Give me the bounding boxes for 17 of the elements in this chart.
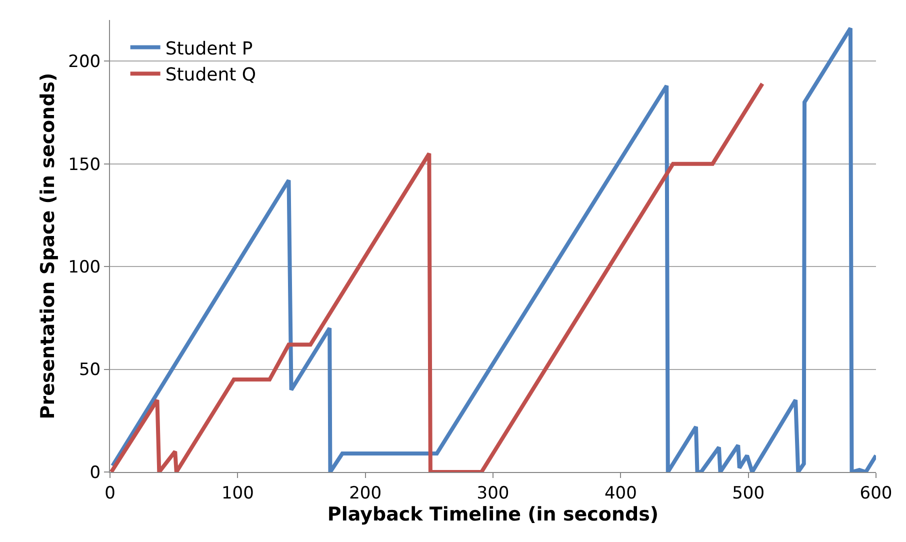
x-tick-label: 100 [221, 483, 254, 504]
y-axis-title: Presentation Space (in seconds) [36, 72, 59, 420]
legend-label: Student Q [165, 64, 256, 86]
x-tick-label: 400 [604, 483, 637, 504]
x-tick-label: 500 [732, 483, 765, 504]
x-tick-label: 0 [104, 483, 116, 504]
y-tick-label: 100 [68, 258, 101, 278]
x-tick-label: 200 [349, 483, 382, 504]
y-tick-label: 150 [68, 154, 101, 175]
x-tick-label: 600 [860, 483, 892, 504]
y-tick-label: 200 [68, 52, 101, 72]
line-series [110, 82, 764, 472]
legend-label: Student P [165, 38, 253, 60]
y-tick-label: 0 [90, 462, 101, 483]
y-tick-label: 50 [78, 360, 101, 380]
x-tick-label: 300 [476, 483, 510, 504]
x-axis-title: Playback Timeline (in seconds) [327, 503, 659, 526]
